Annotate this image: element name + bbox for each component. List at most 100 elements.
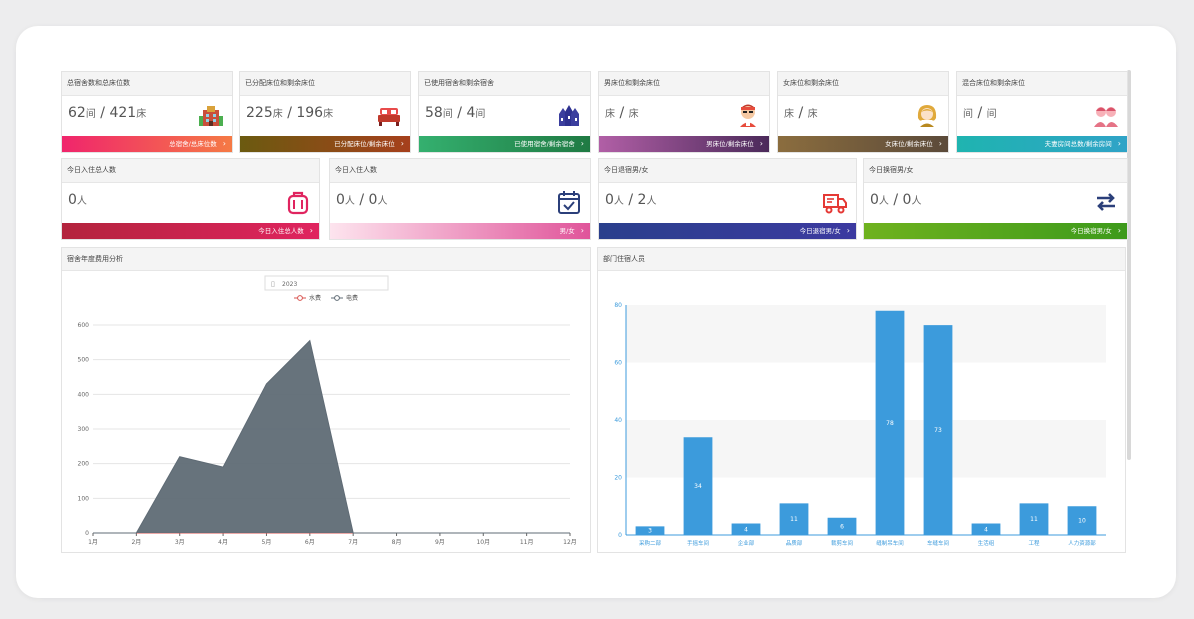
stat-card-link-label: 今日退宿男/女 [799, 227, 841, 235]
year-select[interactable] [264, 275, 389, 291]
stat-card-link-label: 已使用宿舍/剩余宿舍 [514, 140, 575, 148]
unit-1: 间 [85, 109, 96, 120]
value-1: 0 [605, 192, 614, 208]
unit-2: 人 [911, 196, 922, 207]
stat-card: 今日入住人数 0人 / 0人 男/女 › [329, 158, 591, 240]
stat-card-link[interactable]: 今日换宿男/女 › [864, 223, 1127, 239]
stat-card: 已分配床位和剩余床位 225床 / 196床 已分配床位/剩余床位 › [239, 71, 411, 153]
stat-card: 总宿舍数和总床位数 62间 / 421床 总宿舍/总床位数 › [61, 71, 233, 153]
swap-icon [1097, 193, 1115, 211]
unit-1: 人 [878, 196, 889, 207]
y-tick-label: 0 [85, 530, 89, 537]
stat-card: 今日退宿男/女 0人 / 2人 今日退宿男/女 › [598, 158, 857, 240]
bar-value-label: 11 [790, 516, 798, 523]
stat-card-link-label: 已分配床位/剩余床位 [334, 140, 395, 148]
bar-value-label: 3 [648, 528, 652, 535]
bar-value-label: 73 [934, 427, 942, 434]
x-tick-label: 缝制吊车间 [876, 539, 904, 547]
bar[interactable] [1067, 506, 1097, 535]
value-2: 4 [466, 105, 476, 121]
stat-card-link[interactable]: 今日入住总人数 › [62, 223, 319, 239]
x-tick-label: 1月 [88, 539, 98, 546]
x-tick-label: 品质部 [786, 539, 803, 547]
legend-label[interactable]: 水费 [309, 294, 321, 302]
stat-card-link[interactable]: 夫妻房间总数/剩余房间 › [957, 136, 1127, 152]
bar[interactable] [731, 523, 761, 536]
bar[interactable] [875, 310, 905, 535]
x-tick-label: 10月 [476, 539, 490, 546]
stat-card: 混合床位和剩余床位间 / 间夫妻房间总数/剩余房间 › [956, 71, 1128, 153]
stat-card-value: 床 / 床 [605, 105, 639, 121]
y-tick-label: 20 [614, 475, 622, 482]
y-tick-label: 200 [78, 461, 90, 468]
bar[interactable] [971, 523, 1001, 536]
chevron-right-icon: › [580, 226, 584, 235]
value-2: 0 [902, 192, 912, 208]
couple-icon [1094, 107, 1118, 127]
stat-card-link[interactable]: 男/女 › [330, 223, 590, 239]
unit-2: 间 [475, 109, 486, 120]
y-tick-label: 100 [78, 495, 90, 502]
stat-card-value: 床 / 床 [784, 105, 818, 121]
stat-card-link[interactable]: 已使用宿舍/剩余宿舍 › [419, 136, 590, 152]
stat-card-value: 0人 / 0人 [870, 192, 921, 208]
stat-card-link[interactable]: 已分配床位/剩余床位 › [240, 136, 410, 152]
stat-card: 今日入住总人数 0人 今日入住总人数 › [61, 158, 320, 240]
stat-card-link[interactable]: 总宿舍/总床位数 › [62, 136, 232, 152]
value-separator: / [628, 192, 634, 208]
stat-card-link-label: 男/女 [559, 227, 575, 235]
calendar-icon: ▯ [271, 280, 275, 288]
bar-value-label: 10 [1078, 518, 1086, 525]
stat-card-value: 58间 / 4间 [425, 105, 485, 121]
year-select-value: 2023 [282, 281, 297, 288]
scrollbar[interactable] [1127, 70, 1131, 460]
unit-1: 人 [76, 196, 87, 207]
bar[interactable] [923, 325, 953, 535]
unit-2: 人 [377, 196, 388, 207]
female-avatar-icon [917, 105, 937, 127]
x-tick-label: 9月 [435, 539, 445, 546]
bar[interactable] [683, 437, 713, 535]
legend-label[interactable]: 电费 [346, 294, 358, 302]
unit-1: 床 [784, 109, 794, 120]
y-tick-label: 80 [614, 302, 622, 309]
stat-card-title: 今日入住总人数 [62, 159, 319, 183]
x-tick-label: 3月 [175, 539, 185, 546]
unit-1: 间 [442, 109, 453, 120]
stat-card-title: 今日退宿男/女 [599, 159, 856, 183]
bar[interactable] [635, 526, 665, 535]
bed-icon [378, 108, 400, 126]
value-separator: / [977, 105, 983, 121]
bar-value-label: 4 [984, 526, 988, 533]
bar[interactable] [779, 503, 809, 535]
stat-card-title: 今日入住人数 [330, 159, 590, 183]
value-separator: / [619, 105, 625, 121]
stat-card-title: 今日换宿男/女 [864, 159, 1127, 183]
value-separator: / [798, 105, 804, 121]
unit-2: 人 [646, 196, 657, 207]
stat-card-link[interactable]: 女床位/剩余床位 › [778, 136, 948, 152]
dormitory-icon [559, 105, 579, 126]
value-separator: / [100, 105, 105, 121]
stat-card: 今日换宿男/女 0人 / 0人今日换宿男/女 › [863, 158, 1128, 240]
bar[interactable] [827, 517, 857, 535]
bar-value-label: 4 [744, 526, 748, 533]
stat-card-link-label: 男床位/剩余床位 [706, 140, 754, 148]
chevron-right-icon: › [309, 226, 313, 235]
stat-card-link[interactable]: 今日退宿男/女 › [599, 223, 856, 239]
legend-marker[interactable] [334, 295, 340, 301]
x-tick-label: 人力资源部 [1068, 539, 1096, 547]
bar-value-label: 34 [694, 483, 702, 490]
x-tick-label: 裁剪车间 [831, 539, 853, 547]
stat-card: 已使用宿舍和剩余宿舍 58间 / 4间 已使用宿舍/剩余宿舍 › [418, 71, 591, 153]
stat-card-value: 0人 / 2人 [605, 192, 656, 208]
unit-1: 间 [963, 109, 973, 120]
truck-icon [823, 194, 847, 214]
stat-card-link[interactable]: 男床位/剩余床位 › [599, 136, 769, 152]
x-tick-label: 8月 [392, 539, 402, 546]
value-2: 196 [296, 105, 324, 121]
bar[interactable] [1019, 503, 1049, 535]
legend-marker[interactable] [297, 295, 303, 301]
value-separator: / [457, 105, 462, 121]
y-tick-label: 60 [614, 360, 622, 367]
